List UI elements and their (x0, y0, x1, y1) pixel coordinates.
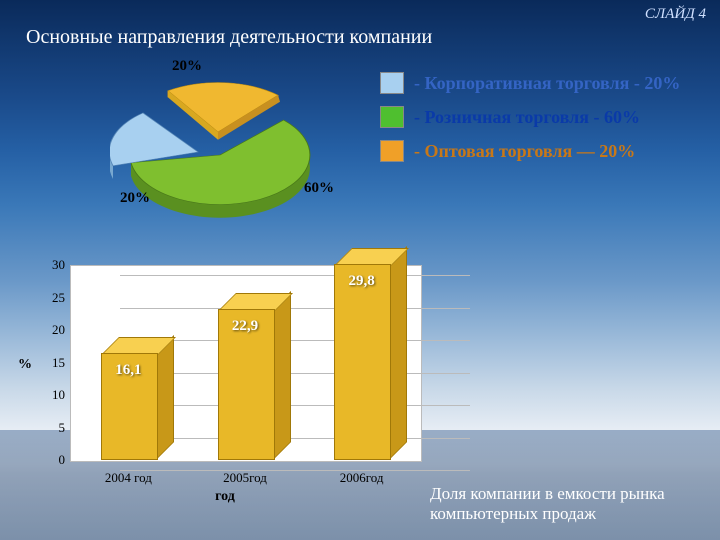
legend-text: - Корпоративная торговля - 20% (414, 73, 680, 94)
legend-swatch (380, 106, 404, 128)
legend-swatch (380, 72, 404, 94)
ytick-label: 20 (37, 322, 65, 338)
ytick-label: 25 (37, 290, 65, 306)
bar: 29,8 (334, 250, 405, 460)
grid-line (120, 470, 470, 471)
grid-line (120, 275, 470, 276)
bar-value-label: 29,8 (334, 273, 389, 290)
caption-line-2: компьютерных продаж (430, 504, 665, 524)
legend-item-retail: - Розничная торговля - 60% (380, 106, 680, 128)
slide-number: СЛАЙД 4 (645, 6, 706, 23)
bar-plot-area: 16,1 22,9 29,8 (70, 265, 420, 460)
pie-label-60: 60% (304, 180, 334, 197)
bar-chart: % 16,1 22,9 29,8 0 5 10 15 20 25 30 2004 год 2005… (20, 255, 430, 510)
legend-swatch (380, 140, 404, 162)
slide: СЛАЙД 4 Основные направления деятельност… (0, 0, 720, 540)
caption-line-1: Доля компании в емкости рынка (430, 484, 665, 504)
bar-value-label: 16,1 (101, 362, 156, 379)
bar: 22,9 (218, 295, 289, 460)
pie-svg (110, 60, 330, 240)
slide-title: Основные направления деятельности компан… (26, 26, 432, 49)
bar-caption: Доля компании в емкости рынка компьютерн… (430, 484, 665, 525)
ytick-label: 0 (37, 452, 65, 468)
bar-ylabel: % (18, 357, 32, 373)
bar: 16,1 (101, 339, 172, 460)
ytick-label: 10 (37, 387, 65, 403)
legend-text: - Розничная торговля - 60% (414, 107, 640, 128)
xtick-label: 2005год (223, 470, 267, 486)
pie-chart: 60% 20% 20% (110, 60, 330, 240)
legend-item-wholesale: - Оптовая торговля — 20% (380, 140, 680, 162)
grid-line (120, 308, 470, 309)
xtick-label: 2006год (340, 470, 384, 486)
legend-item-corporate: - Корпоративная торговля - 20% (380, 72, 680, 94)
bar-xlabel: год (20, 489, 430, 505)
ytick-label: 5 (37, 420, 65, 436)
legend-text: - Оптовая торговля — 20% (414, 141, 635, 162)
xtick-label: 2004 год (105, 470, 152, 486)
pie-legend: - Корпоративная торговля - 20% - Розничн… (380, 60, 680, 174)
ytick-label: 30 (37, 257, 65, 273)
ytick-label: 15 (37, 355, 65, 371)
bar-value-label: 22,9 (218, 318, 273, 335)
pie-label-20a: 20% (120, 190, 150, 207)
pie-label-20b: 20% (172, 58, 202, 75)
